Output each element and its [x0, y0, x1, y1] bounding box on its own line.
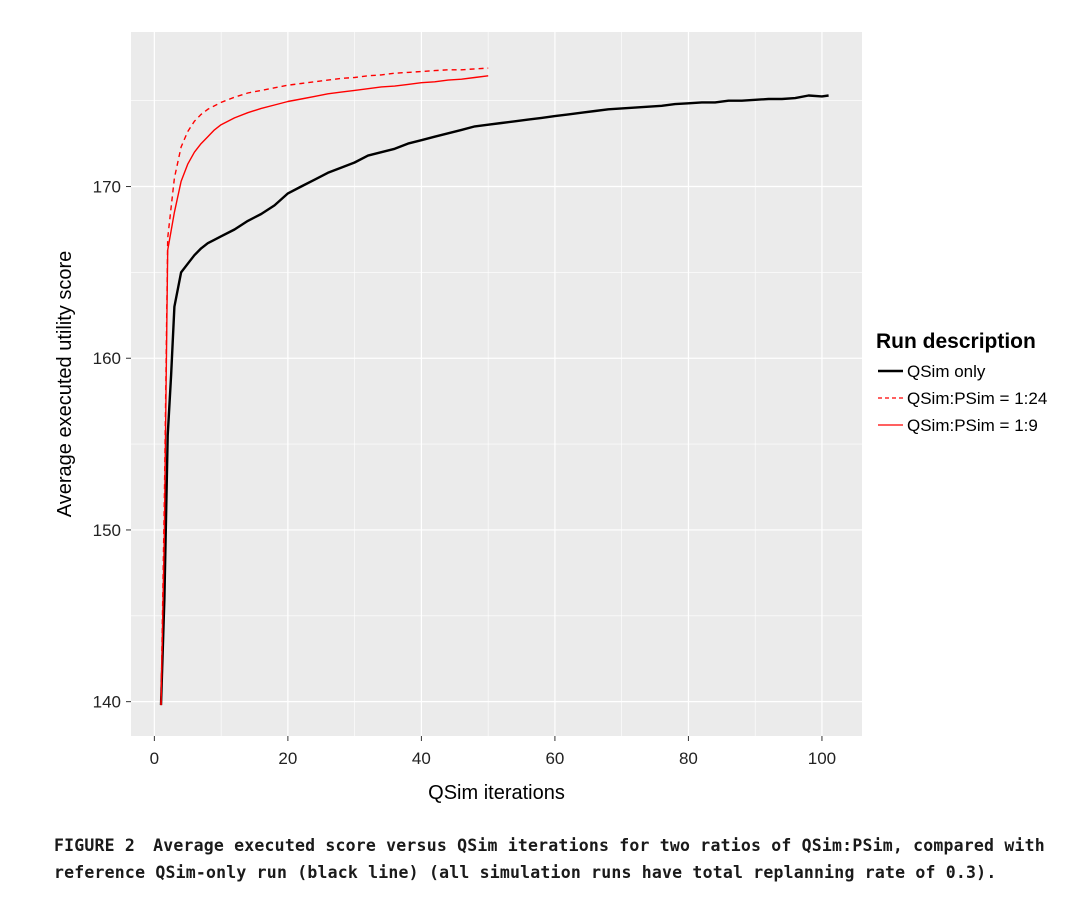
y-tick-label: 170	[93, 178, 121, 197]
axis-ticks	[126, 186, 823, 741]
legend: Run description QSim only QSim:PSim = 1:2…	[876, 330, 1047, 435]
y-tick-label: 150	[93, 521, 121, 540]
x-tick-label: 60	[545, 749, 564, 768]
series-line-1	[159, 94, 829, 706]
series-line-3	[160, 75, 489, 706]
x-tick-label: 0	[150, 749, 159, 768]
series-line-2	[160, 67, 489, 706]
x-tick-label: 80	[679, 749, 698, 768]
legend-label-2: QSim:PSim = 1:24	[907, 389, 1047, 408]
legend-title: Run description	[876, 330, 1036, 353]
x-axis-title: QSim iterations	[428, 782, 565, 804]
major-gridlines	[131, 32, 862, 736]
y-tick-label: 140	[93, 693, 121, 712]
x-tick-label: 40	[412, 749, 431, 768]
plot-panel	[131, 32, 862, 736]
legend-label-1: QSim only	[907, 362, 986, 381]
caption-text: Average executed score versus QSim itera…	[54, 836, 1045, 882]
figure-caption: FIGURE 2 Average executed score versus QS…	[54, 832, 1074, 886]
caption-label: FIGURE 2	[54, 836, 136, 855]
chart: 0 20 40 60 80 100 140 150 160 170 QSim iterations…	[54, 32, 1047, 804]
y-axis-title: Average executed utility score	[54, 251, 76, 517]
tick-labels: 0 20 40 60 80 100 140 150 160 170	[93, 178, 837, 768]
series-layer	[159, 67, 829, 706]
legend-label-3: QSim:PSim = 1:9	[907, 416, 1038, 435]
x-tick-label: 100	[808, 749, 836, 768]
y-tick-label: 160	[93, 349, 121, 368]
x-tick-label: 20	[278, 749, 297, 768]
legend-items: QSim only QSim:PSim = 1:24 QSim:PSim = 1:9	[878, 362, 1047, 435]
